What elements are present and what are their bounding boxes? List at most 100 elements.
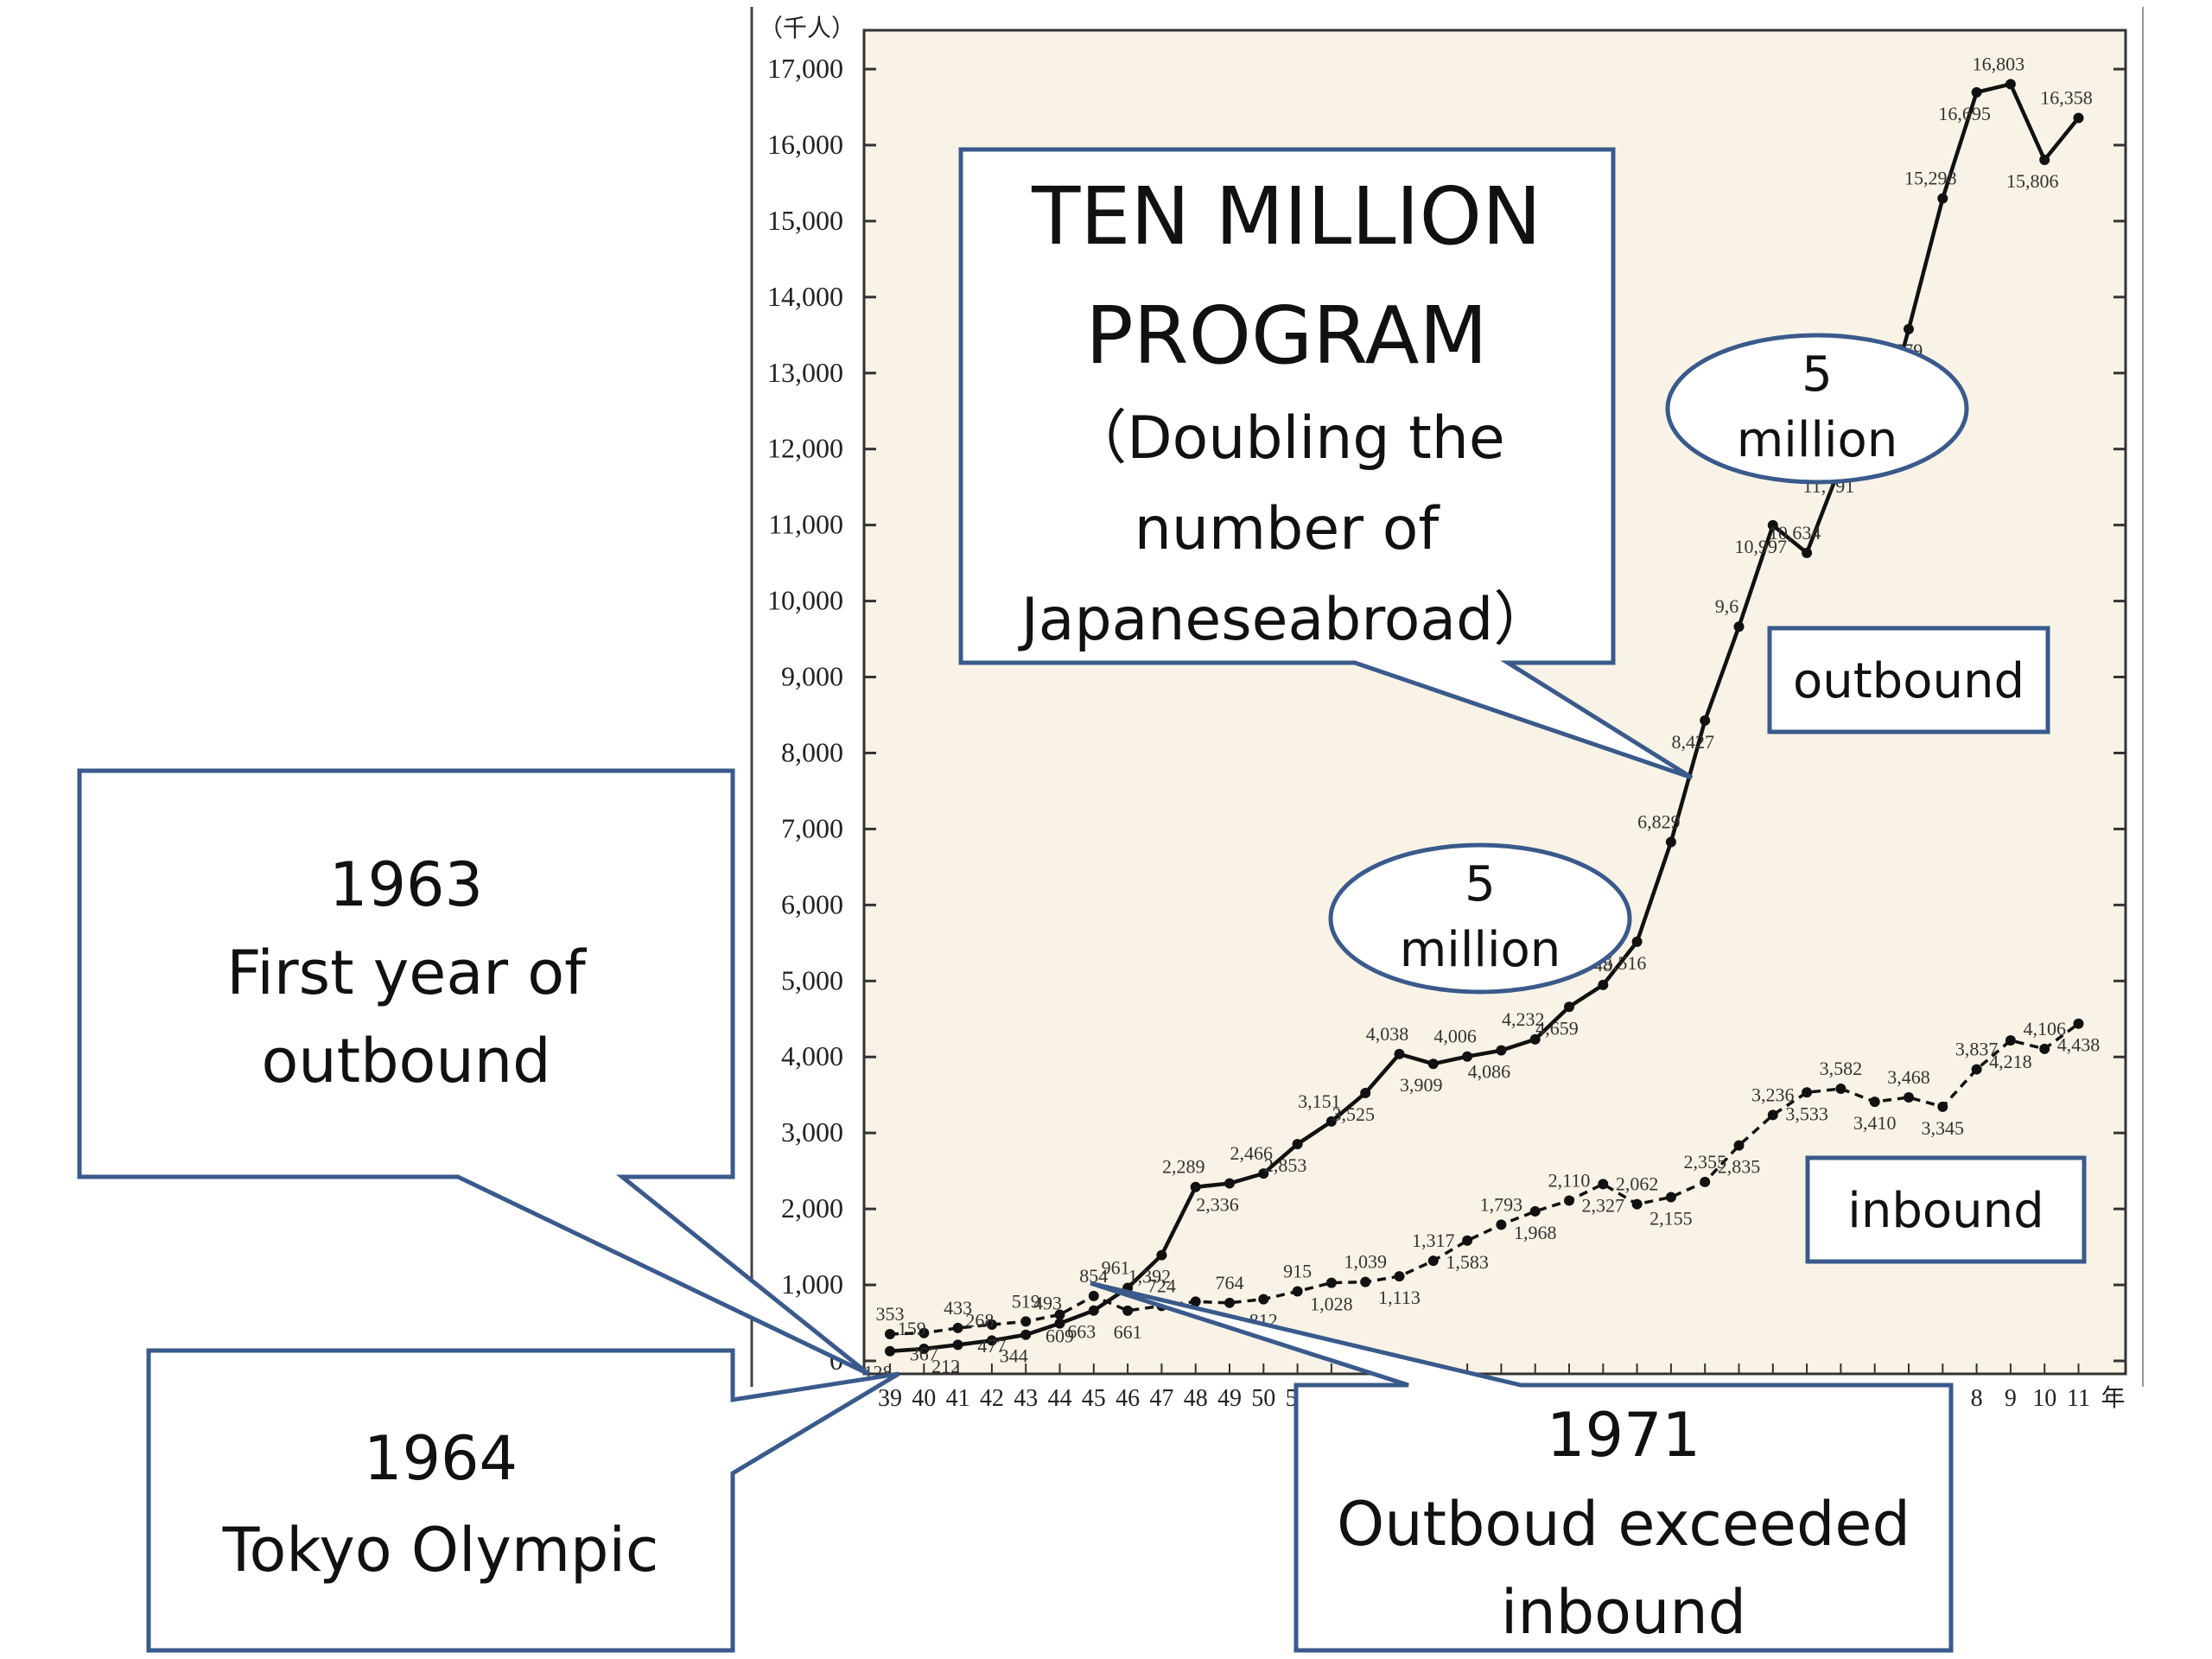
data-label-inbound: 764 [1216, 1272, 1244, 1294]
y-tick-label: 8,000 [781, 736, 843, 767]
x-tick-label: 42 [980, 1385, 1004, 1412]
data-label-inbound: 661 [1114, 1321, 1142, 1343]
data-point-inbound [1700, 1176, 1711, 1187]
y-axis: 01,0002,0003,0004,0005,0006,0007,0008,00… [767, 53, 2126, 1376]
data-label-inbound: 3,468 [1887, 1066, 1930, 1088]
callout-1963-line3: outbound [261, 1026, 550, 1096]
data-point-inbound [1462, 1235, 1473, 1246]
data-point-inbound [1631, 1198, 1643, 1210]
data-point-outbound [1700, 715, 1711, 726]
data-label-inbound: 433 [944, 1297, 972, 1319]
callout-1971: 1971 Outboud exceeded inbound [1090, 1281, 1954, 1653]
data-point-inbound [1292, 1286, 1303, 1297]
data-label-outbound: 2,466 [1230, 1142, 1274, 1164]
data-point-inbound [1190, 1296, 1201, 1307]
ellipse-upper-line2: million [1737, 412, 1898, 468]
data-point-inbound [1122, 1305, 1134, 1316]
y-tick-label: 13,000 [767, 357, 843, 388]
data-labels-outbound: 1281592122683444936639611,3922,2892,3362… [864, 53, 2093, 1382]
data-label-inbound: 1,583 [1446, 1251, 1489, 1273]
y-tick-label: 7,000 [781, 812, 843, 843]
x-tick-label: 44 [1048, 1385, 1072, 1412]
x-tick-label: 10 [2032, 1385, 2056, 1412]
y-unit-label: （千人） [759, 15, 855, 42]
data-point-outbound [2005, 79, 2016, 90]
legend-inbound-box [1805, 1155, 2087, 1264]
data-point-inbound [1971, 1064, 1982, 1075]
data-label-inbound: 3,236 [1751, 1084, 1795, 1105]
data-point-inbound [1427, 1255, 1439, 1267]
data-label-outbound: 2,853 [1264, 1154, 1307, 1176]
data-label-outbound: 212 [931, 1355, 960, 1376]
ellipse-lower-shape [1328, 842, 1632, 995]
legend-outbound-box [1767, 626, 2050, 734]
data-label-inbound: 1,317 [1412, 1230, 1455, 1251]
data-label-outbound: 9,6 [1715, 595, 1739, 617]
callout-1963-line1: 1963 [329, 849, 483, 920]
data-point-inbound [1529, 1205, 1541, 1217]
x-tick-label: 8 [1971, 1385, 1983, 1412]
data-point-outbound [1360, 1088, 1371, 1099]
data-point-inbound [1360, 1276, 1371, 1287]
callout-ten-million-line2: PROGRAM [1085, 289, 1488, 382]
series-inbound [885, 1018, 2084, 1339]
data-label-inbound: 609 [1046, 1325, 1074, 1346]
y-tick-label: 1,000 [781, 1268, 843, 1300]
callout-ten-million-line3: （Doubling the [1068, 404, 1505, 473]
ellipse-upper-line1: 5 [1802, 346, 1833, 403]
data-point-inbound [1088, 1290, 1099, 1301]
y-tick-label: 17,000 [767, 53, 843, 84]
x-axis-suffix: 年 [2101, 1384, 2126, 1412]
legend-inbound: inbound [1805, 1155, 2087, 1264]
callout-ten-million-line4: number of [1135, 495, 1441, 563]
data-point-outbound [1394, 1048, 1405, 1059]
x-tick-label: 46 [1116, 1385, 1140, 1412]
y-tick-label: 2,000 [781, 1192, 843, 1224]
data-label-inbound: 2,327 [1582, 1194, 1625, 1216]
data-point-outbound [1767, 519, 1778, 531]
data-label-outbound: 4,659 [1535, 1017, 1579, 1039]
data-label-outbound: 16,358 [2040, 86, 2093, 108]
data-point-outbound [1971, 86, 1982, 98]
data-label-inbound: 1,028 [1310, 1294, 1353, 1315]
callout-1964-box [146, 1348, 900, 1653]
data-point-outbound [885, 1345, 895, 1357]
data-point-outbound [1325, 1116, 1337, 1127]
data-point-outbound [1088, 1305, 1099, 1316]
data-point-outbound [1529, 1033, 1541, 1045]
data-point-inbound [1020, 1316, 1032, 1327]
data-label-inbound: 4,106 [2023, 1018, 2066, 1039]
data-point-inbound [1767, 1109, 1778, 1121]
y-tick-label: 3,000 [781, 1116, 843, 1147]
data-point-outbound [1631, 936, 1643, 947]
data-label-outbound: 15,806 [2006, 170, 2059, 192]
legend-outbound-label: outbound [1793, 653, 2024, 709]
ellipse-lower-line1: 5 [1465, 856, 1496, 912]
data-label-outbound: 3,151 [1298, 1090, 1341, 1112]
data-point-outbound [952, 1339, 963, 1351]
x-tick-label: 47 [1149, 1385, 1173, 1412]
data-point-outbound [1665, 836, 1676, 848]
data-point-outbound [1292, 1139, 1303, 1150]
ellipse-5-million-lower: 5 million [1328, 842, 1632, 995]
callout-ten-million-line1: TEN MILLION [1031, 170, 1541, 263]
data-point-inbound [1598, 1179, 1609, 1190]
data-label-inbound: 367 [910, 1344, 938, 1365]
y-tick-label: 9,000 [781, 661, 843, 692]
data-point-outbound [1904, 323, 1914, 334]
y-tick-label: 16,000 [767, 129, 843, 160]
data-label-outbound: 268 [965, 1309, 994, 1331]
data-point-inbound [1496, 1219, 1507, 1230]
data-point-outbound [1156, 1249, 1167, 1261]
data-point-inbound [986, 1319, 997, 1331]
data-label-outbound: 663 [1067, 1321, 1096, 1343]
series-line-inbound [889, 1022, 2080, 1336]
data-label-outbound: 8,427 [1671, 731, 1714, 753]
legend-outbound: outbound [1767, 626, 2050, 734]
data-point-outbound [1802, 547, 1813, 558]
data-label-outbound: 344 [1000, 1345, 1028, 1367]
data-label-inbound: 2,355 [1683, 1151, 1726, 1173]
data-point-inbound [1937, 1101, 1948, 1112]
data-point-inbound [1394, 1271, 1405, 1282]
data-label-outbound: 16,695 [1938, 103, 1991, 124]
